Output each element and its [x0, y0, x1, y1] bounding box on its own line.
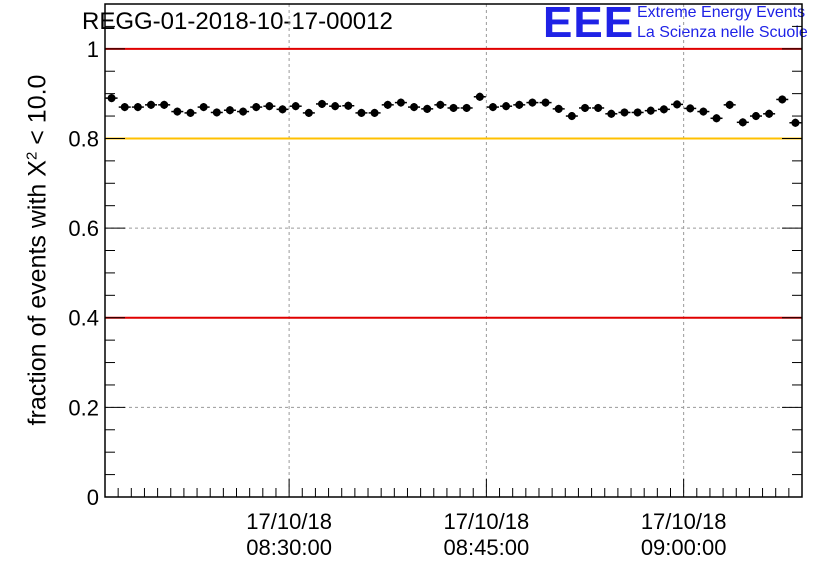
data-point-43	[673, 100, 682, 109]
data-point-52	[791, 118, 800, 127]
eee-logo-text: Extreme Energy Events La Scienza nelle S…	[637, 3, 808, 43]
data-point-18	[344, 101, 353, 110]
data-point-41	[646, 106, 655, 115]
x-tick-label-2: 17/10/18 09:00:00	[641, 509, 727, 561]
data-point-51	[778, 95, 787, 104]
data-point-9	[225, 106, 234, 115]
data-point-5	[173, 107, 182, 116]
y-tick-label-5: 1	[87, 37, 99, 62]
data-point-22	[396, 98, 405, 107]
logo-line-2: La Scienza nelle Scuole	[637, 24, 808, 41]
data-point-8	[212, 108, 221, 117]
data-point-1	[120, 103, 129, 112]
logo-line-1: Extreme Energy Events	[637, 4, 806, 21]
data-point-0	[107, 94, 116, 103]
x-tick-date: 17/10/18	[640, 509, 727, 534]
x-tick-date: 17/10/18	[443, 509, 530, 534]
data-point-3	[147, 100, 156, 109]
x-tick-label-1: 17/10/18 08:45:00	[444, 509, 530, 561]
data-point-49	[751, 112, 760, 121]
y-tick-label-4: 0.8	[68, 126, 99, 151]
data-point-24	[423, 104, 432, 113]
data-point-34	[554, 104, 563, 113]
x-tick-time: 08:45:00	[443, 535, 530, 560]
x-tick-time: 09:00:00	[640, 535, 727, 560]
data-point-7	[199, 103, 208, 112]
data-point-46	[712, 114, 721, 123]
data-point-38	[607, 109, 616, 118]
data-point-32	[528, 98, 537, 107]
data-point-4	[160, 100, 169, 109]
chart-title: REGG-01-2018-10-17-00012	[82, 8, 393, 35]
data-point-47	[725, 100, 734, 109]
data-point-30	[502, 102, 511, 111]
data-point-42	[659, 105, 668, 114]
data-point-14	[291, 102, 300, 111]
data-point-12	[265, 102, 274, 111]
y-tick-label-3: 0.6	[68, 216, 99, 241]
data-point-50	[765, 109, 774, 118]
x-tick-time: 08:30:00	[246, 535, 332, 560]
data-point-2	[133, 103, 142, 112]
y-tick-label-0: 0	[87, 485, 99, 510]
data-point-6	[186, 108, 195, 117]
data-point-36	[581, 103, 590, 112]
data-point-48	[738, 118, 747, 127]
data-point-20	[370, 108, 379, 117]
plot-frame	[104, 3, 803, 498]
data-point-27	[462, 103, 471, 112]
data-point-19	[357, 108, 366, 117]
data-point-45	[699, 107, 708, 116]
data-point-44	[686, 104, 695, 113]
eee-logo: EEE	[543, 0, 635, 47]
data-point-21	[383, 100, 392, 109]
data-point-35	[567, 112, 576, 121]
data-point-31	[515, 100, 524, 109]
data-point-17	[331, 102, 340, 111]
data-point-23	[410, 103, 419, 112]
data-point-15	[304, 108, 313, 117]
data-point-29	[488, 103, 497, 112]
x-tick-label-0: 17/10/18 08:30:00	[246, 509, 332, 561]
data-point-40	[633, 108, 642, 117]
y-tick-label-1: 0.2	[68, 395, 99, 420]
data-point-33	[541, 98, 550, 107]
x-tick-date: 17/10/18	[246, 509, 332, 534]
data-point-11	[252, 103, 261, 112]
data-point-37	[594, 103, 603, 112]
data-point-25	[436, 100, 445, 109]
data-point-39	[620, 108, 629, 117]
data-point-16	[317, 99, 326, 108]
data-point-26	[449, 103, 458, 112]
y-tick-label-2: 0.4	[68, 306, 99, 331]
data-point-13	[278, 105, 287, 114]
data-point-28	[475, 92, 484, 101]
data-point-10	[239, 107, 248, 116]
